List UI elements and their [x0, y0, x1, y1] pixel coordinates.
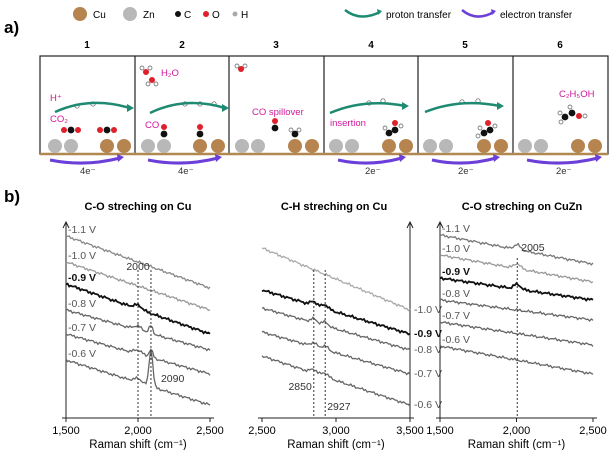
series-label: -0.8 V	[442, 288, 470, 300]
legend-c-label: C	[184, 10, 191, 21]
electron-count-6: 2e⁻	[556, 166, 572, 177]
spectrum-trace	[261, 355, 411, 407]
spectrum-trace	[439, 233, 594, 266]
legend-electron-label: electron transfer	[500, 10, 573, 21]
electron-count-1: 4e⁻	[80, 166, 96, 177]
spectrum-trace	[65, 308, 211, 352]
y-axis-arrow	[406, 220, 414, 229]
step-1-label: 1	[84, 40, 90, 51]
surface-atoms	[48, 139, 602, 153]
chart-title: C-O streching on Cu	[85, 201, 192, 213]
spectrum-trace	[439, 321, 594, 347]
spectrum-trace	[261, 247, 411, 312]
x-tick-label: 3,500	[396, 425, 424, 437]
series-label: -0.7 V	[442, 310, 470, 322]
chart-1: C-O streching on Cu 1,500 2,000 2,500 Raman …	[52, 201, 224, 450]
series-label: -0.9 V	[68, 272, 96, 284]
chart-title: C-H streching on Cu	[281, 201, 387, 213]
x-tick-label: 1,500	[426, 425, 454, 437]
co-spillover-label: CO spillover	[252, 107, 304, 118]
electron-count-4: 2e⁻	[365, 166, 381, 177]
peak-label: 2005	[521, 242, 545, 254]
legend-zn-label: Zn	[143, 10, 155, 21]
spectrum-trace	[261, 289, 411, 336]
x-tick-label: 1,500	[52, 425, 80, 437]
x-axis-label: Raman shift (cm⁻¹)	[468, 439, 566, 450]
legend-cu-label: Cu	[93, 10, 106, 21]
spectrum-trace	[439, 254, 594, 284]
chart-title: C-O streching on CuZn	[462, 201, 583, 213]
y-axis-arrow	[62, 220, 70, 229]
step-numbers: 1 2 3 4 5 6	[84, 40, 563, 51]
step-boxes	[39, 55, 609, 156]
co2-label: CO₂	[50, 114, 68, 125]
series-label: -0.6 V	[68, 348, 96, 360]
y-axis-arrow	[436, 220, 444, 229]
h2o-label: H₂O	[161, 68, 179, 79]
x-axis-label: Raman shift (cm⁻¹)	[89, 439, 187, 450]
spectrum-trace	[261, 306, 411, 351]
proton-arrows	[54, 101, 501, 115]
panel-a-label: a)	[4, 18, 19, 37]
x-tick-label: 2,000	[503, 425, 531, 437]
peak-label: 2000	[126, 261, 150, 273]
electron-count-5: 2e⁻	[458, 166, 474, 177]
legend-o-label: O	[212, 10, 220, 21]
spectrum-trace	[439, 298, 594, 322]
x-tick-label: 2,000	[124, 425, 152, 437]
series-label: -0.9 V	[442, 266, 470, 278]
proton-transfer-icon	[344, 8, 381, 18]
chart-3: C-O streching on CuZn 1,500 2,000 2,500 Rama…	[426, 201, 607, 450]
legend: Cu Zn C O H proton transfer electron tra…	[73, 7, 573, 21]
series-label: -0.8 V	[68, 298, 96, 310]
electron-arrows	[49, 156, 599, 165]
co-label: CO	[145, 120, 159, 131]
series-label: -1.0 V	[442, 243, 470, 255]
panel-b-label: b)	[4, 187, 20, 206]
spectrum-trace	[439, 344, 594, 375]
chart-2: C-H streching on Cu 2,500 3,000 3,500 Raman …	[248, 201, 442, 450]
x-tick-label: 2,500	[196, 425, 224, 437]
peak-label: 2850	[288, 381, 312, 393]
step-2-label: 2	[179, 40, 185, 51]
legend-h-label: H	[241, 10, 248, 21]
c-legend-icon	[175, 11, 181, 17]
h-legend-icon	[232, 11, 238, 17]
x-tick-label: 2,500	[579, 425, 607, 437]
series-label: -1.0 V	[68, 250, 96, 262]
spectrum-trace	[65, 235, 211, 290]
peak-label: 2927	[327, 401, 351, 413]
x-tick-label: 2,500	[248, 425, 276, 437]
step-4-label: 4	[368, 40, 374, 51]
peak-label: 2090	[161, 373, 185, 385]
h-plus-label: H⁺	[50, 93, 62, 104]
electron-transfer-icon	[461, 9, 495, 18]
series-label: -1.1 V	[442, 223, 470, 235]
spectrum-trace	[261, 330, 411, 376]
series-label: -0.9 V	[414, 328, 442, 340]
step-5-label: 5	[462, 40, 468, 51]
series-label: -0.8 V	[414, 344, 442, 356]
series-label: -0.7 V	[68, 322, 96, 334]
series-label: -0.7 V	[414, 368, 442, 380]
series-label: -0.6 V	[414, 399, 442, 411]
step-6-label: 6	[557, 40, 563, 51]
spectrum-trace	[439, 276, 594, 302]
raman-charts: C-O streching on Cu 1,500 2,000 2,500 Raman …	[52, 201, 607, 450]
electron-count-2: 4e⁻	[178, 166, 194, 177]
x-axis-label: Raman shift (cm⁻¹)	[287, 439, 385, 450]
series-label: -1.0 V	[414, 304, 442, 316]
series-label: -1.1 V	[68, 224, 96, 236]
x-tick-label: 3,000	[322, 425, 350, 437]
legend-proton-label: proton transfer	[386, 10, 452, 21]
cu-legend-icon	[73, 7, 87, 21]
o-legend-icon	[203, 11, 209, 17]
series-label: -0.6 V	[442, 334, 470, 346]
zn-legend-icon	[123, 7, 137, 21]
step-3-label: 3	[273, 40, 279, 51]
c2h5oh-label: C₂H₅OH	[559, 89, 595, 100]
insertion-label: insertion	[330, 118, 366, 129]
